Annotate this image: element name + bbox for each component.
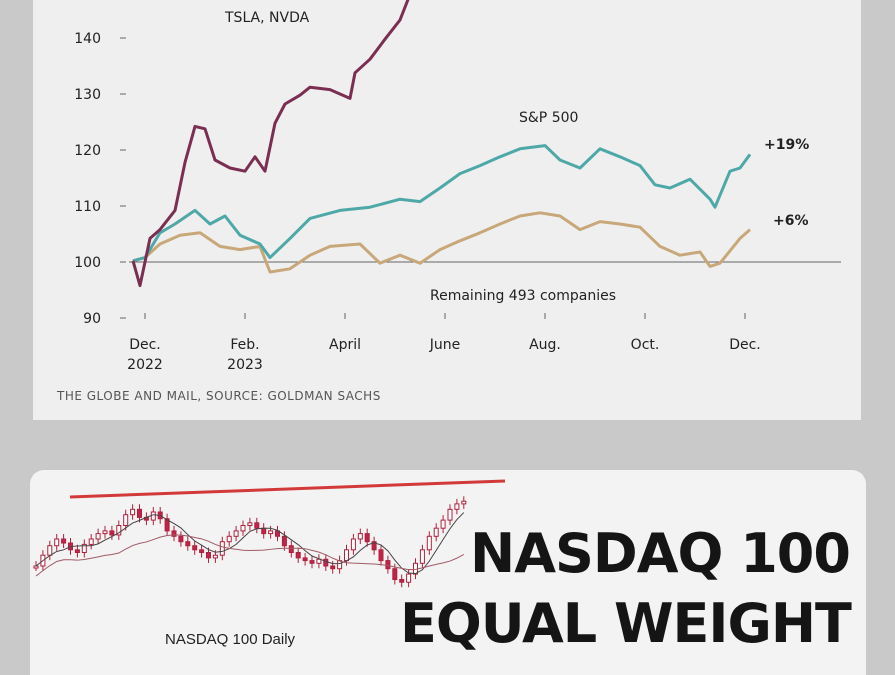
series-line-s-p-500 — [132, 144, 752, 263]
candle — [392, 568, 398, 580]
candle — [385, 560, 391, 570]
candle — [295, 552, 301, 559]
nasdaq-panel: NASDAQ 100 Daily NASDAQ 100 EQUAL WEIGHT — [30, 470, 866, 675]
candle — [454, 503, 460, 510]
candle — [288, 545, 294, 553]
series-line-remaining-493-companies — [132, 211, 751, 274]
x-tick-label-year: 2023 — [227, 357, 263, 373]
resistance-line — [69, 479, 506, 499]
series-line-tsla-nvda — [131, 0, 410, 288]
candle — [102, 530, 108, 535]
candle — [116, 525, 122, 536]
y-tick-label: 100 — [74, 255, 101, 271]
series-label-top: TSLA, NVDA — [224, 10, 310, 26]
candle — [357, 533, 363, 540]
y-tick-label: 140 — [74, 31, 101, 47]
candle — [109, 530, 115, 536]
candle — [344, 549, 349, 562]
end-label-remaining: +6% — [773, 213, 809, 229]
x-axis: Dec. 2022 Feb. 2023 April June Aug. Oct. Dec. — [127, 313, 761, 373]
candle — [164, 518, 170, 532]
x-tick-label: Feb. — [230, 337, 259, 353]
candle — [61, 538, 67, 544]
candle — [150, 511, 156, 521]
y-tick-label: 120 — [74, 143, 101, 159]
candle — [171, 530, 177, 537]
candle — [399, 579, 405, 583]
candle — [206, 552, 211, 559]
y-tick-label: 110 — [74, 199, 101, 215]
candle — [137, 508, 142, 518]
candle — [247, 522, 253, 526]
y-tick-label: 90 — [83, 311, 101, 327]
y-tick-label: 130 — [74, 87, 101, 103]
candle — [74, 549, 80, 554]
nasdaq-candlestick-chart — [33, 479, 506, 588]
x-tick-label-year: 2022 — [127, 357, 163, 373]
sp500-chart: 90 100 110 120 130 140 Dec. 2022 Feb. 2023 April J… — [74, 0, 841, 373]
candle — [378, 549, 384, 562]
headline-line2: EQUAL WEIGHT — [400, 592, 852, 655]
candle — [302, 557, 308, 562]
candle — [95, 533, 101, 540]
candle — [212, 554, 218, 559]
candle — [440, 519, 446, 529]
candle — [240, 525, 246, 532]
candle — [433, 527, 439, 537]
headline-line1: NASDAQ 100 — [470, 522, 851, 585]
candle — [461, 500, 467, 505]
x-tick-label: Aug. — [529, 337, 561, 353]
candle — [330, 565, 336, 570]
candle — [426, 535, 432, 551]
candle — [226, 535, 232, 543]
candle — [130, 508, 136, 516]
candle — [364, 533, 370, 543]
candle — [33, 565, 39, 569]
x-tick-label: April — [329, 337, 361, 353]
series-label-remaining: Remaining 493 companies — [430, 288, 616, 304]
candle — [316, 558, 322, 564]
candle — [254, 522, 260, 529]
y-axis: 90 100 110 120 130 140 — [74, 31, 126, 327]
candle — [447, 508, 453, 521]
candle — [261, 527, 267, 535]
candle — [54, 538, 60, 547]
candle — [233, 530, 239, 537]
series-label-sp500: S&P 500 — [519, 110, 578, 126]
moving-average-long — [35, 534, 465, 577]
series-lines — [131, 0, 752, 288]
candle — [281, 535, 287, 547]
candle — [88, 538, 94, 545]
end-label-sp500: +19% — [764, 137, 809, 153]
sp500-chart-panel: 90 100 110 120 130 140 Dec. 2022 Feb. 2023 April J… — [33, 0, 861, 420]
candle — [47, 545, 53, 556]
candle — [350, 538, 356, 551]
candle — [81, 543, 87, 554]
candles — [33, 496, 467, 588]
candle — [185, 541, 191, 547]
candle — [419, 549, 425, 564]
candle — [178, 535, 184, 543]
candle — [323, 558, 329, 567]
candle — [199, 549, 205, 554]
candle — [219, 541, 225, 556]
candle — [406, 573, 412, 583]
candle — [371, 541, 377, 551]
x-tick-label: Dec. — [129, 337, 161, 353]
moving-average-short — [35, 512, 465, 575]
x-tick-label: Dec. — [729, 337, 761, 353]
source-credit: THE GLOBE AND MAIL, SOURCE: GOLDMAN SACH… — [57, 389, 381, 403]
candle — [268, 530, 274, 535]
candle — [123, 514, 129, 527]
x-tick-label: June — [429, 337, 461, 353]
candle — [192, 545, 198, 551]
chart-caption: NASDAQ 100 Daily — [165, 631, 296, 648]
x-tick-label: Oct. — [631, 337, 660, 353]
candle — [309, 560, 315, 564]
